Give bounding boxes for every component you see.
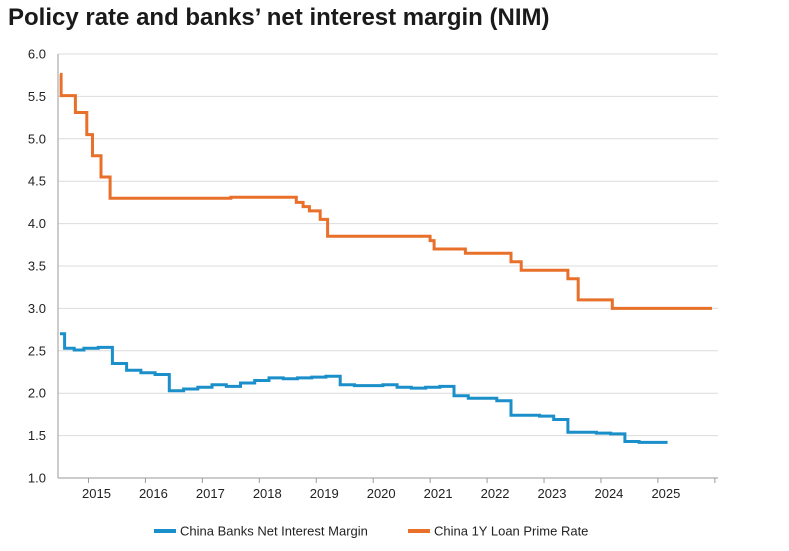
x-tick-label: 2023 (538, 486, 567, 501)
series-line (60, 332, 668, 444)
plot-area (59, 72, 712, 444)
x-tick-label: 2016 (139, 486, 168, 501)
series-line (59, 72, 712, 310)
x-tick-label: 2019 (310, 486, 339, 501)
grid (58, 53, 718, 437)
y-axis: 1.0 1.5 2.0 2.5 3.0 3.5 4.0 4.5 5.0 5.5 6.0 (28, 47, 46, 486)
y-tick-label: 3.0 (28, 301, 46, 316)
legend: China Banks Net Interest Margin China 1Y … (154, 524, 588, 539)
y-tick-label: 4.0 (28, 216, 46, 231)
legend-label: China Banks Net Interest Margin (180, 524, 368, 539)
x-tick-label: 2017 (196, 486, 225, 501)
y-tick-label: 5.5 (28, 89, 46, 104)
x-axis: 2015 2016 2017 2018 2019 2020 2021 2022 2023 2024… (57, 54, 718, 501)
x-tick-label: 2018 (253, 486, 282, 501)
y-tick-label: 6.0 (28, 47, 46, 62)
x-tick-label: 2025 (651, 486, 680, 501)
x-tick-label: 2015 (82, 486, 111, 501)
x-tick-label: 2020 (367, 486, 396, 501)
x-tick-label: 2021 (424, 486, 453, 501)
y-tick-label: 4.5 (28, 174, 46, 189)
chart-title: Policy rate and banks’ net interest marg… (8, 4, 550, 31)
y-tick-label: 1.0 (28, 471, 46, 486)
y-tick-label: 1.5 (28, 428, 46, 443)
x-tick-label: 2024 (594, 486, 623, 501)
y-tick-label: 3.5 (28, 259, 46, 274)
y-tick-label: 5.0 (28, 131, 46, 146)
y-tick-label: 2.0 (28, 386, 46, 401)
x-tick-label: 2022 (481, 486, 510, 501)
legend-label: China 1Y Loan Prime Rate (434, 524, 588, 539)
y-tick-label: 2.5 (28, 343, 46, 358)
